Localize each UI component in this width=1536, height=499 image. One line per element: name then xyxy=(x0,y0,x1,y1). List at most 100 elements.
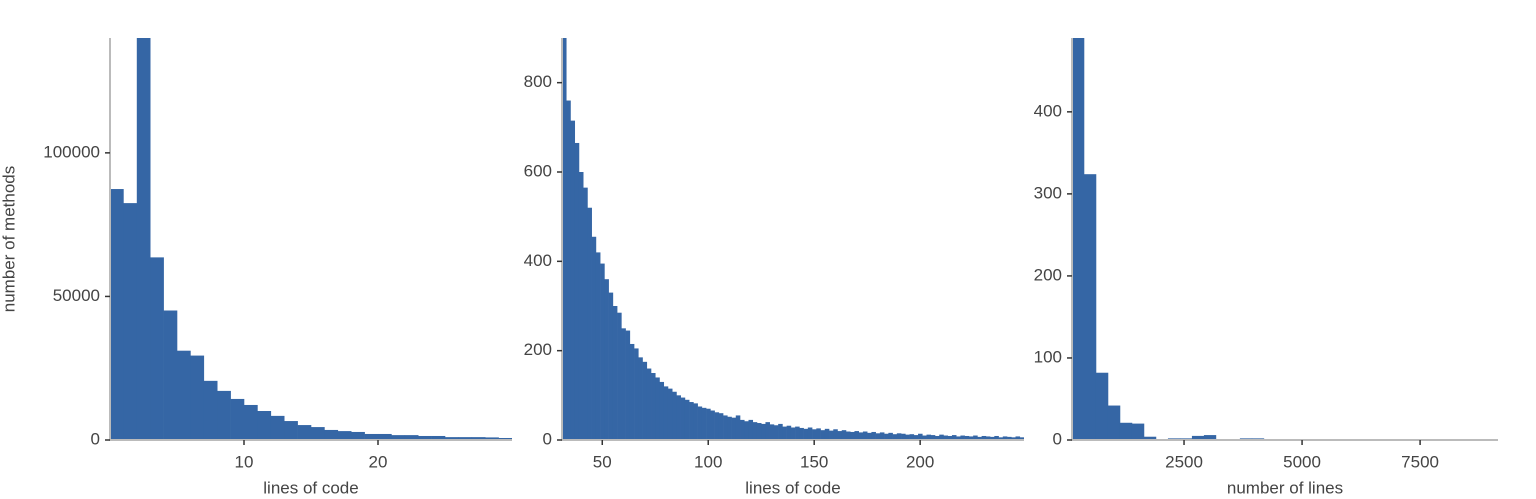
bar xyxy=(943,435,949,440)
bar xyxy=(612,306,618,440)
bar xyxy=(604,279,609,440)
bar xyxy=(391,435,406,440)
bar xyxy=(244,404,258,440)
bar xyxy=(1119,422,1133,440)
bar xyxy=(850,431,855,440)
bar xyxy=(731,417,737,440)
bar xyxy=(600,263,605,440)
bar xyxy=(939,434,944,440)
bar xyxy=(884,433,889,440)
bar xyxy=(812,429,817,440)
bar xyxy=(364,433,379,440)
bar xyxy=(701,407,707,440)
bar xyxy=(833,429,838,440)
bar xyxy=(123,203,138,440)
y-tick-label: 50000 xyxy=(53,286,100,305)
bar xyxy=(1095,372,1109,440)
y-axis-title: number of methods xyxy=(0,166,18,312)
bar xyxy=(968,436,974,440)
bar xyxy=(418,435,432,440)
bar xyxy=(778,423,783,440)
bar xyxy=(744,421,749,440)
bar xyxy=(136,38,151,440)
bar xyxy=(934,435,940,440)
bar xyxy=(1083,174,1097,440)
x-tick-label: 200 xyxy=(906,452,934,471)
bar xyxy=(659,381,665,440)
bar xyxy=(803,428,809,440)
bar xyxy=(431,435,446,440)
bar xyxy=(667,388,673,440)
bar xyxy=(964,435,970,440)
x-tick-label: 10 xyxy=(235,452,254,471)
bar xyxy=(740,419,745,440)
bar xyxy=(693,403,698,440)
bar xyxy=(617,312,622,440)
bar xyxy=(625,330,631,440)
bar xyxy=(1011,437,1016,440)
bar xyxy=(905,434,910,440)
bar xyxy=(977,436,982,440)
y-tick-label: 200 xyxy=(524,340,552,359)
bar xyxy=(284,421,298,440)
bar xyxy=(854,431,859,440)
bar xyxy=(990,436,995,440)
bar xyxy=(790,427,796,440)
bar xyxy=(562,38,567,440)
bar xyxy=(918,433,923,440)
x-tick-label: 5000 xyxy=(1283,452,1321,471)
bar xyxy=(710,410,715,440)
bar xyxy=(947,435,953,440)
y-tick-label: 200 xyxy=(1034,265,1062,284)
bar xyxy=(714,412,720,440)
bar xyxy=(1072,38,1085,440)
bar xyxy=(150,257,164,440)
bar xyxy=(752,422,758,440)
bar xyxy=(177,350,191,440)
bar xyxy=(799,427,804,440)
y-tick-label: 400 xyxy=(1034,101,1062,120)
bar xyxy=(994,435,999,440)
bar xyxy=(807,427,813,440)
bar xyxy=(926,434,932,440)
bar xyxy=(190,355,205,440)
bar xyxy=(629,343,635,440)
bar xyxy=(163,310,178,440)
x-tick-label: 7500 xyxy=(1401,452,1439,471)
bar xyxy=(960,435,965,440)
bar xyxy=(634,348,639,440)
bar xyxy=(871,431,876,440)
x-axis-title: number of lines xyxy=(1227,478,1343,497)
bar xyxy=(706,408,711,440)
bar xyxy=(621,328,626,440)
bar xyxy=(761,423,766,440)
bar xyxy=(862,431,868,440)
bar xyxy=(748,419,754,440)
bar xyxy=(257,410,272,440)
bar xyxy=(672,391,677,440)
plot-area xyxy=(110,38,512,440)
bar xyxy=(896,433,902,440)
bar xyxy=(1015,436,1021,440)
bar xyxy=(867,432,872,440)
bar xyxy=(985,436,991,440)
y-tick-label: 300 xyxy=(1034,183,1062,202)
bar xyxy=(795,426,800,440)
bar xyxy=(578,172,584,440)
y-tick-label: 400 xyxy=(524,251,552,270)
x-axis-title: lines of code xyxy=(263,478,358,497)
bar xyxy=(566,100,571,440)
bar xyxy=(981,435,987,440)
bar xyxy=(445,437,459,440)
bar xyxy=(638,357,643,440)
bar xyxy=(786,425,792,440)
bar xyxy=(1019,437,1024,440)
bar xyxy=(595,252,601,440)
y-tick-label: 100000 xyxy=(43,142,100,161)
bar xyxy=(1143,436,1157,440)
bar xyxy=(1191,435,1205,440)
bar xyxy=(841,430,847,440)
bar xyxy=(956,436,961,440)
x-tick-label: 150 xyxy=(800,452,828,471)
